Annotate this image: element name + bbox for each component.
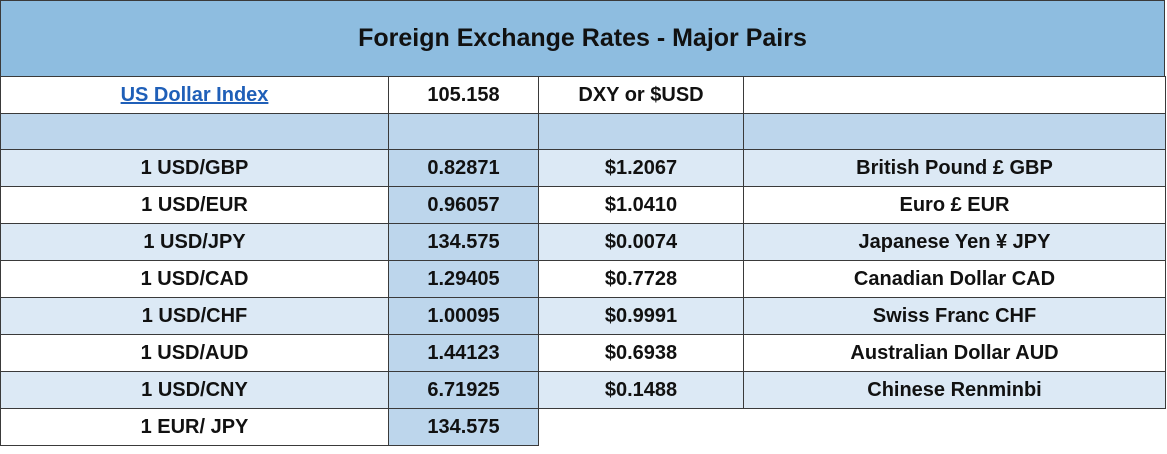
usd-value-cell: $0.0074 [538, 223, 744, 261]
empty-cell [538, 408, 744, 446]
fx-rates-table: US Dollar Index 105.158 DXY or $USD 1 US… [0, 76, 1166, 446]
table-row: 1 USD/CNY 6.71925 $0.1488 Chinese Renmin… [0, 371, 1166, 409]
currency-cell: Japanese Yen ¥ JPY [743, 223, 1166, 261]
rate-cell: 0.82871 [388, 149, 539, 187]
usd-value-cell: $0.1488 [538, 371, 744, 409]
currency-cell: Swiss Franc CHF [743, 297, 1166, 335]
currency-cell: Australian Dollar AUD [743, 334, 1166, 372]
rate-cell: 1.29405 [388, 260, 539, 298]
pair-cell: 1 USD/JPY [0, 223, 389, 261]
spacer-cell [0, 113, 389, 150]
table-row: 1 USD/JPY 134.575 $0.0074 Japanese Yen ¥… [0, 223, 1166, 261]
currency-cell: British Pound £ GBP [743, 149, 1166, 187]
index-row: US Dollar Index 105.158 DXY or $USD [0, 76, 1166, 114]
usd-value-cell: $0.9991 [538, 297, 744, 335]
currency-cell: Canadian Dollar CAD [743, 260, 1166, 298]
spacer-cell [538, 113, 744, 150]
us-dollar-index-link[interactable]: US Dollar Index [120, 84, 269, 106]
rate-cell: 0.96057 [388, 186, 539, 224]
rate-cell: 134.575 [388, 223, 539, 261]
pair-cell: 1 USD/GBP [0, 149, 389, 187]
currency-cell: Euro £ EUR [743, 186, 1166, 224]
currency-cell: Chinese Renminbi [743, 371, 1166, 409]
table-row: 1 USD/AUD 1.44123 $0.6938 Australian Dol… [0, 334, 1166, 372]
usd-value-cell: $0.7728 [538, 260, 744, 298]
usd-value-cell: $1.2067 [538, 149, 744, 187]
table-row: 1 USD/CHF 1.00095 $0.9991 Swiss Franc CH… [0, 297, 1166, 335]
pair-cell: 1 USD/AUD [0, 334, 389, 372]
usd-value-cell: $1.0410 [538, 186, 744, 224]
pair-cell: 1 EUR/ JPY [0, 408, 389, 446]
rate-cell: 1.00095 [388, 297, 539, 335]
empty-cell [743, 408, 1166, 446]
pair-cell: 1 USD/EUR [0, 186, 389, 224]
rate-cell: 6.71925 [388, 371, 539, 409]
pair-cell: 1 USD/CNY [0, 371, 389, 409]
index-symbol-cell: DXY or $USD [538, 76, 744, 114]
rate-cell: 1.44123 [388, 334, 539, 372]
spacer-row [0, 113, 1166, 150]
eur-jpy-row: 1 EUR/ JPY 134.575 [0, 408, 1166, 446]
pair-cell: 1 USD/CHF [0, 297, 389, 335]
index-note-cell [743, 76, 1166, 114]
table-row: 1 USD/GBP 0.82871 $1.2067 British Pound … [0, 149, 1166, 187]
index-name-cell[interactable]: US Dollar Index [0, 76, 389, 114]
table-row: 1 USD/EUR 0.96057 $1.0410 Euro £ EUR [0, 186, 1166, 224]
rate-cell: 134.575 [388, 408, 539, 446]
pair-cell: 1 USD/CAD [0, 260, 389, 298]
table-row: 1 USD/CAD 1.29405 $0.7728 Canadian Dolla… [0, 260, 1166, 298]
usd-value-cell: $0.6938 [538, 334, 744, 372]
spacer-cell [743, 113, 1166, 150]
index-value-cell: 105.158 [388, 76, 539, 114]
spacer-cell [388, 113, 539, 150]
table-title: Foreign Exchange Rates - Major Pairs [0, 0, 1165, 77]
